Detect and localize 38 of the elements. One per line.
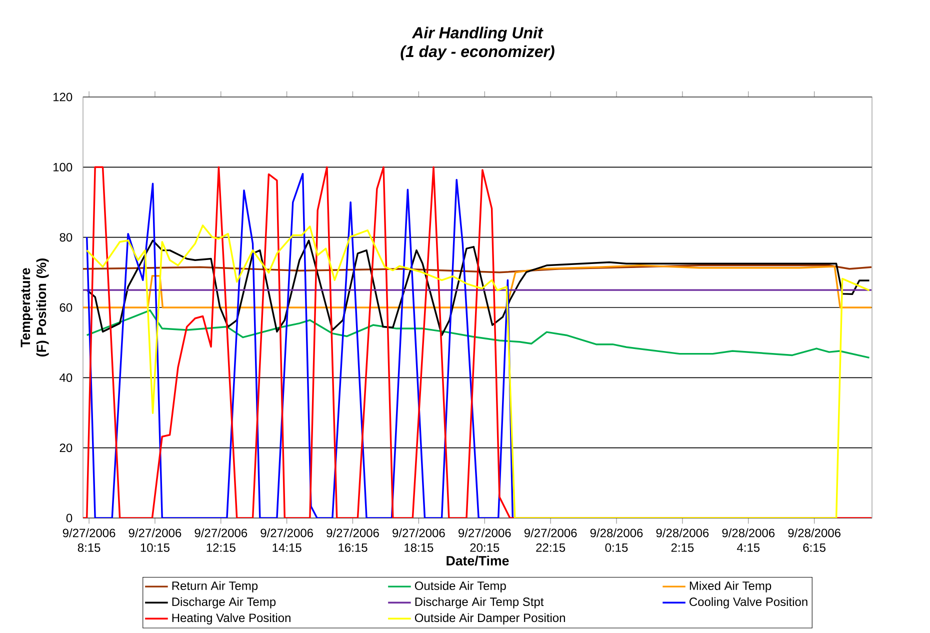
x-tick-label: 9/27/2006 10:15 [128,528,182,552]
legend-label: Outside Air Temp [414,581,506,592]
x-tick-label: 9/28/2006 4:15 [722,528,775,552]
x-tick-label: 9/28/2006 6:15 [788,528,840,552]
legend-label: Return Air Temp [172,581,258,592]
x-tick-label: 9/27/2006 12:15 [194,528,248,552]
line-series [83,264,872,274]
legend-label: Mixed Air Temp [690,581,772,592]
x-axis-title: Date/Time [446,556,509,566]
y-tick-label: 40 [60,373,72,382]
line-series [86,224,870,518]
y-tick-label: 100 [54,162,72,172]
x-tick-label: 9/27/2006 14:15 [260,528,314,552]
x-tick-label: 9/27/2006 16:15 [326,528,379,552]
legend-label: Discharge Air Temp [172,597,276,608]
legend-label: Heating Valve Position [172,613,290,624]
y-tick-label: 120 [54,92,72,102]
legend-label: Cooling Valve Position [690,597,808,608]
x-tick-label: 9/27/2006 22:15 [524,528,577,552]
legend-label: Discharge Air Temp Stpt [415,597,544,608]
y-axis-title: Temperature (F) Position (%) [20,258,49,356]
line-series [86,240,870,336]
chart-subtitle: (1 day - economizer) [400,45,554,60]
y-tick-label: 80 [60,233,72,242]
line-series [83,166,872,518]
x-tick-label: 9/28/2006 2:15 [656,528,709,552]
y-tick-label: 20 [60,444,72,452]
line-series [86,172,514,518]
x-tick-label: 9/27/2006 20:15 [458,528,511,552]
x-tick-label: 9/28/2006 0:15 [590,528,643,552]
legend-label: Outside Air Damper Position [414,613,565,624]
line-series [83,264,872,308]
x-tick-label: 9/27/2006 8:15 [62,528,116,552]
y-tick-label: 60 [60,303,72,312]
line-series [86,309,870,359]
chart-title: Air Handling Unit [412,26,544,42]
y-tick-label: 0 [66,514,72,522]
x-tick-label: 9/27/2006 18:15 [392,528,445,552]
